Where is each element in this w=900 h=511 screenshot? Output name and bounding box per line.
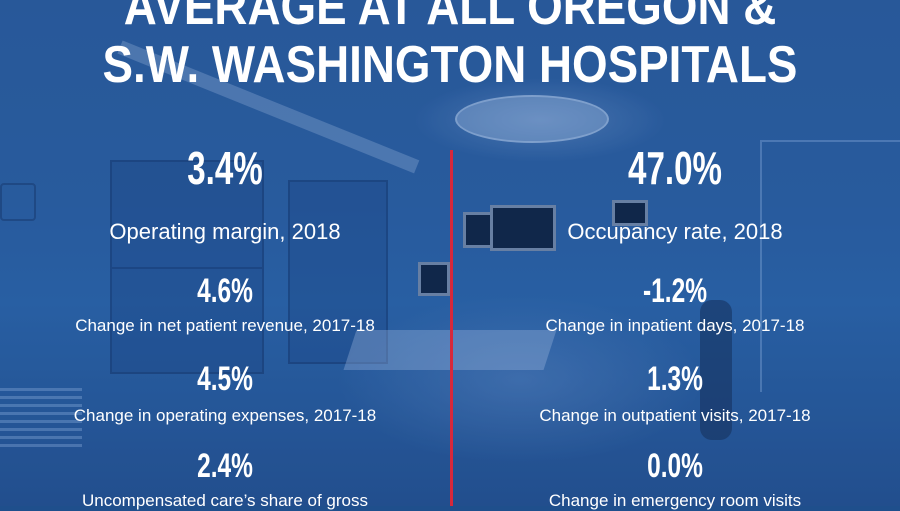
stat-label: Change in net patient revenue, 2017-18 (75, 316, 375, 335)
stat-value: 1.3% (647, 360, 703, 398)
stat-label: Occupancy rate, 2018 (567, 219, 783, 244)
stat-label: Change in outpatient visits, 2017-18 (539, 406, 811, 425)
headline-line-2: S.W. Washington hospitals (102, 36, 798, 94)
stat-inpatient-days: -1.2% Change in inpatient days, 2017-18 (450, 272, 900, 336)
wall-cabinet (288, 180, 388, 364)
stat-label: Uncompensated care’s share of gross (81, 491, 368, 510)
gas-tank (700, 300, 732, 440)
stat-label: Operating margin, 2018 (109, 219, 341, 244)
headline-line-1: Average at all Oregon & (123, 0, 777, 36)
door (760, 140, 900, 392)
stat-value: 4.5% (197, 360, 253, 398)
stat-emergency-room-visits: 0.0% Change in emergency room visits (450, 447, 900, 511)
stat-value: 47.0% (628, 142, 722, 194)
stat-operating-expenses: 4.5% Change in operating expenses, 2017-… (0, 360, 450, 426)
wall-vent (0, 388, 82, 448)
monitor (612, 200, 648, 226)
headline: Average at all Oregon & S.W. Washington … (54, 0, 846, 94)
stat-value: 2.4% (197, 447, 253, 485)
stat-label: Change in inpatient days, 2017-18 (545, 316, 805, 335)
stat-net-patient-revenue: 4.6% Change in net patient revenue, 2017… (0, 272, 450, 336)
surgical-lamp (455, 95, 609, 143)
monitor (490, 205, 556, 251)
stat-value: 0.0% (647, 447, 703, 485)
stat-label: Change in operating expenses, 2017-18 (73, 406, 377, 425)
monitor (418, 262, 450, 296)
column-divider (450, 150, 453, 506)
stat-operating-margin: 3.4% Operating margin, 2018 (0, 143, 450, 245)
stat-value: 3.4% (187, 142, 263, 194)
stat-label: Change in emergency room visits (548, 491, 802, 510)
wall-cabinet (110, 160, 264, 374)
stat-occupancy-rate: 47.0% Occupancy rate, 2018 (450, 143, 900, 245)
stat-outpatient-visits: 1.3% Change in outpatient visits, 2017-1… (450, 360, 900, 426)
stat-value: -1.2% (643, 272, 707, 310)
stat-uncompensated-care: 2.4% Uncompensated care’s share of gross (0, 447, 450, 511)
wall-gauge (0, 183, 36, 221)
stat-value: 4.6% (197, 272, 253, 310)
